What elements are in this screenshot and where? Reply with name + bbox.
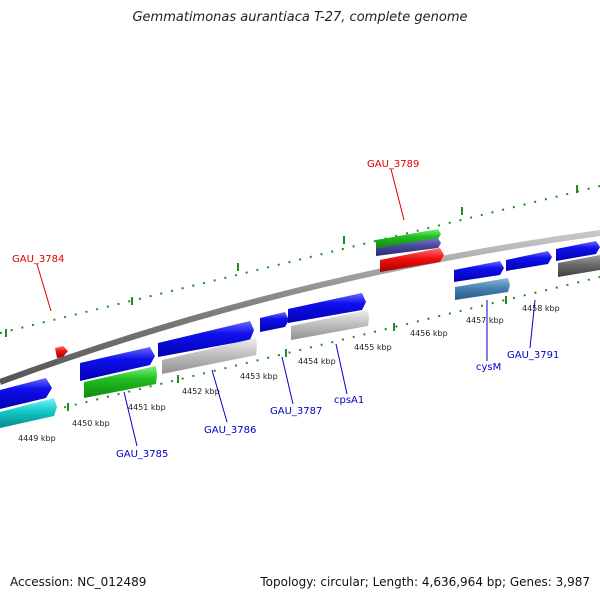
gene-label-cysm[interactable]: cysM bbox=[476, 362, 501, 373]
genome-summary-text: Topology: circular; Length: 4,636,964 bp… bbox=[260, 575, 590, 589]
gene-label-gau-3784[interactable]: GAU_3784 bbox=[12, 254, 64, 265]
gene-labels: GAU_3784 GAU_3789 GAU_3785 GAU_3786 GAU_… bbox=[12, 159, 559, 460]
gene-arrow bbox=[454, 261, 504, 282]
gene-arrow bbox=[556, 241, 600, 261]
outer-tick-line bbox=[0, 185, 600, 334]
secondary-genes bbox=[0, 241, 600, 428]
gene-label-gau-3789[interactable]: GAU_3789 bbox=[367, 159, 419, 170]
gene-arrow bbox=[288, 293, 366, 323]
gene-label-gau-3791[interactable]: GAU_3791 bbox=[507, 350, 559, 361]
kbp-tick-label: 4452 kbp bbox=[182, 387, 220, 396]
accession-text: Accession: NC_012489 bbox=[10, 575, 147, 589]
kbp-tick-label: 4451 kbp bbox=[128, 403, 166, 412]
gene-arrow bbox=[84, 366, 157, 398]
gene-arrow bbox=[0, 398, 57, 428]
gene-arrow bbox=[376, 238, 441, 256]
tick-marks bbox=[5, 185, 578, 411]
gene-label-gau-3787[interactable]: GAU_3787 bbox=[270, 406, 322, 417]
gene-arrow bbox=[455, 278, 510, 300]
kbp-tick-label: 4450 kbp bbox=[72, 419, 110, 428]
kbp-tick-label: 4453 kbp bbox=[240, 372, 278, 381]
inner-tick-line bbox=[0, 276, 600, 424]
kbp-tick-labels: 4449 kbp 4450 kbp 4451 kbp 4452 kbp 4453… bbox=[18, 304, 560, 443]
gene-label-gau-3785[interactable]: GAU_3785 bbox=[116, 449, 168, 460]
gene-arrow bbox=[291, 310, 369, 340]
gene-label-cpsa1[interactable]: cpsA1 bbox=[334, 395, 364, 406]
gene-arrow bbox=[376, 229, 441, 248]
gene-arrow bbox=[80, 347, 155, 381]
kbp-tick-label: 4454 kbp bbox=[298, 357, 336, 366]
gene-arrow bbox=[55, 346, 68, 358]
chromosome-backbone bbox=[0, 230, 600, 385]
gene-arrow bbox=[0, 378, 52, 409]
kbp-tick-label: 4455 kbp bbox=[354, 343, 392, 352]
gene-arrow bbox=[158, 321, 254, 357]
kbp-tick-label: 4449 kbp bbox=[18, 434, 56, 443]
gene-arrow bbox=[380, 248, 444, 272]
gene-arrow bbox=[162, 338, 257, 374]
gene-label-gau-3786[interactable]: GAU_3786 bbox=[204, 425, 256, 436]
gene-arrow bbox=[260, 312, 289, 332]
gene-arrow bbox=[558, 255, 600, 277]
kbp-tick-label: 4458 kbp bbox=[522, 304, 560, 313]
gene-arrow bbox=[506, 251, 552, 271]
label-leaders bbox=[36, 168, 536, 447]
forward-strand-genes bbox=[0, 229, 441, 409]
map-title: Gemmatimonas aurantiaca T-27, complete g… bbox=[132, 10, 468, 25]
kbp-tick-label: 4457 kbp bbox=[466, 316, 504, 325]
kbp-tick-label: 4456 kbp bbox=[410, 329, 448, 338]
